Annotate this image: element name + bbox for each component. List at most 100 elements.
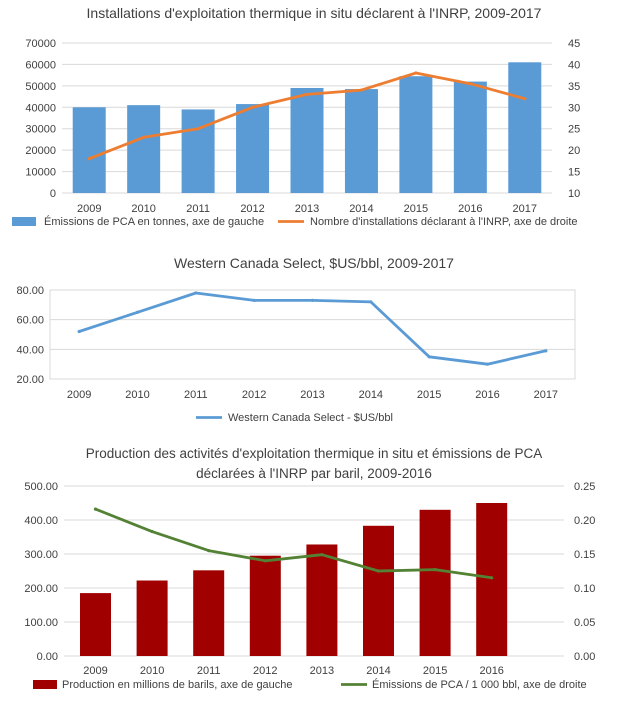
chart1-legend-swatch: [12, 217, 36, 226]
chart1-x-tick-label: 2009: [77, 203, 101, 215]
chart1-bar: [290, 88, 324, 193]
chart3-y-right-tick-label: 0.10: [574, 583, 595, 595]
chart2-x-tick-label: 2015: [417, 389, 441, 401]
chart2-legend-label: Western Canada Select - $US/bbl: [228, 412, 393, 424]
chart3-title: Production des activités d'exploitation …: [86, 446, 543, 461]
chart1-line-point: [523, 97, 527, 101]
chart1-y-left-tick-label: 40000: [25, 102, 56, 114]
chart1-y-right-tick-label: 15: [568, 167, 580, 179]
chart1-y-right-tick-label: 30: [568, 102, 580, 114]
chart3-y-left-tick-label: 300.00: [24, 549, 58, 561]
chart2-x-tick-label: 2011: [184, 389, 208, 401]
chart1-y-right-tick-label: 35: [568, 81, 580, 93]
chart2-title: Western Canada Select, $US/bbl, 2009-201…: [174, 255, 454, 271]
chart2-y-left-tick-label: 20.00: [16, 374, 44, 386]
chart1-x-tick-label: 2011: [186, 203, 210, 215]
chart3-bar: [476, 503, 508, 656]
chart3-y-left-tick-label: 0.00: [37, 651, 58, 663]
chart1-y-right-tick-label: 25: [568, 124, 580, 136]
chart1-bar: [236, 104, 270, 193]
chart3-line-point: [490, 576, 494, 580]
chart1-line-point: [468, 82, 472, 86]
chart1-x-tick-label: 2016: [458, 203, 482, 215]
chart3-bar: [193, 570, 225, 656]
chart1-y-right-tick-label: 20: [568, 145, 580, 157]
chart3-legend-label: Émissions de PCA / 1 000 bbl, axe de dro…: [372, 678, 587, 691]
chart3-line-point: [150, 529, 154, 534]
chart2-plot-frame: [49, 289, 576, 380]
chart2-x-tick-label: 2012: [242, 389, 266, 401]
chart1-title: Installations d'exploitation thermique i…: [87, 5, 542, 21]
chart3-bar: [80, 593, 111, 656]
chart1-x-tick-label: 2014: [349, 203, 373, 215]
chart3-y-left-tick-label: 400.00: [24, 515, 58, 527]
chart1-x-tick-label: 2010: [131, 203, 155, 215]
chart1-x-tick-label: 2012: [240, 203, 264, 215]
chart1-bar: [181, 109, 215, 193]
chart1-y-left-tick-label: 10000: [25, 167, 56, 179]
chart1-line-point: [142, 135, 146, 139]
chart3-y-right-tick-label: 0.25: [574, 481, 595, 493]
chart1-y-left-tick-label: 50000: [25, 81, 56, 93]
chart2-x-tick-label: 2013: [300, 389, 324, 401]
chart3-y-left-tick-label: 200.00: [24, 583, 58, 595]
chart1-y-left-tick-label: 30000: [25, 124, 56, 136]
chart3-bar: [249, 555, 281, 656]
chart3-line-point: [320, 553, 324, 557]
chart2-y-left-tick-label: 80.00: [16, 285, 44, 297]
chart2-series-line: [77, 291, 548, 366]
chart1-x-tick-label: 2013: [295, 203, 319, 215]
chart2-x-tick-label: 2014: [359, 389, 383, 401]
chart3-y-right-tick-label: 0.05: [574, 617, 595, 629]
chart1-y-left-tick-label: 20000: [25, 145, 56, 157]
chart1-line-point: [305, 92, 309, 97]
chart3-x-tick-label: 2016: [479, 665, 503, 677]
chart3-x-tick-label: 2014: [366, 665, 390, 677]
chart3-line-point: [433, 568, 437, 572]
chart1-bar: [399, 76, 433, 193]
chart2-line-point: [369, 300, 373, 304]
chart3-x-tick-label: 2009: [83, 665, 107, 677]
chart1-line-point: [87, 157, 91, 161]
chart3-y-right-tick-label: 0.00: [574, 651, 595, 663]
chart3-bar: [136, 580, 168, 656]
chart1-y-left-tick-label: 0: [50, 188, 56, 200]
chart2-line-point: [135, 310, 140, 314]
chart1-line-point: [196, 127, 200, 131]
chart2-line-point: [252, 298, 256, 302]
chart2-line-point: [485, 362, 490, 366]
chart1-legend-label: Émissions de PCA en tonnes, axe de gauch…: [44, 215, 264, 228]
chart3-y-left-tick-label: 500.00: [24, 481, 58, 493]
chart1-y-right-tick-label: 10: [568, 188, 580, 200]
chart3-y-right-tick-label: 0.20: [574, 515, 595, 527]
chart3-line-point: [263, 559, 267, 563]
chart3-series-line: [94, 507, 494, 580]
chart1-y-left-tick-label: 70000: [25, 38, 56, 50]
chart1-x-tick-label: 2015: [404, 203, 428, 215]
chart3-line-point: [207, 549, 211, 553]
chart1-x-tick-label: 2017: [513, 203, 537, 215]
chart2-x-tick-label: 2017: [534, 389, 558, 401]
chart3-bar: [363, 525, 394, 656]
chart3-legend-label: Production en millions de barils, axe de…: [62, 679, 293, 691]
chart3-legend-swatch: [33, 680, 57, 689]
chart3-x-tick-label: 2011: [197, 665, 221, 677]
chart3-x-tick-label: 2012: [253, 665, 277, 677]
chart1-y-right-tick-label: 40: [568, 59, 580, 71]
chart2-x-tick-label: 2016: [475, 389, 499, 401]
chart3-line-point: [376, 569, 381, 573]
chart1-line-point: [414, 71, 418, 75]
chart2-line-point: [77, 329, 81, 334]
chart3-x-tick-label: 2010: [140, 665, 164, 677]
chart3-line-point: [93, 507, 98, 511]
chart3-title: déclarées à l'INRP par baril, 2009-2016: [196, 466, 432, 481]
chart3-y-right-tick-label: 0.15: [574, 549, 595, 561]
chart2-line-point: [427, 355, 431, 359]
chart1-legend-label: Nombre d'installations déclarant à l'INR…: [310, 216, 578, 228]
chart3-bar: [419, 509, 451, 656]
chart1-bar: [72, 107, 106, 193]
chart2-x-tick-label: 2010: [125, 389, 149, 401]
chart1-bar: [453, 81, 487, 193]
chart1-y-left-tick-label: 60000: [25, 59, 56, 71]
